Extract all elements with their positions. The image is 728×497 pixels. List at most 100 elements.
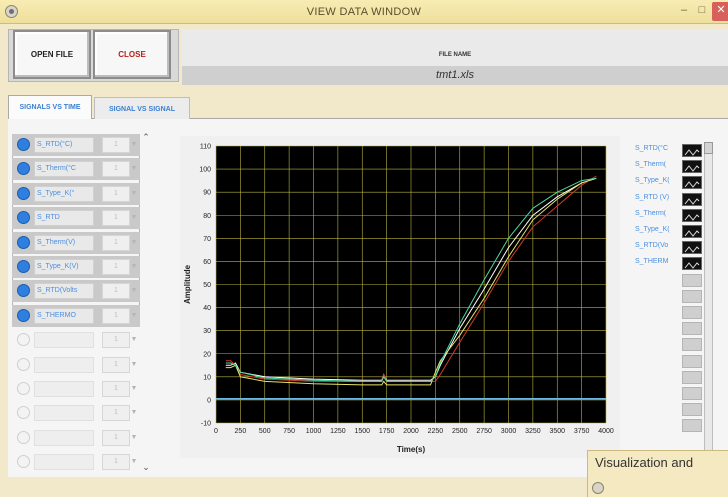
x-tick-label: 750 <box>283 428 295 435</box>
window-close-button[interactable]: ✕ <box>712 2 728 21</box>
signal-name-field[interactable]: S_Therm(°C <box>34 161 94 178</box>
legend-swatch-line <box>684 197 700 205</box>
signal-scale-field[interactable]: 1 <box>102 234 130 251</box>
chevron-down-icon[interactable]: ▼ <box>130 311 138 319</box>
legend-scroll-up-icon[interactable] <box>704 142 713 154</box>
legend-item[interactable] <box>632 321 708 337</box>
legend-label <box>635 275 681 287</box>
maximize-button[interactable]: □ <box>698 4 706 16</box>
chevron-down-icon[interactable]: ▼ <box>130 433 138 441</box>
legend-label: S_Type_K( <box>635 226 670 233</box>
signal-name-field[interactable]: S_Therm(V) <box>34 234 94 251</box>
legend-swatch-line <box>684 262 700 270</box>
signal-scale-field[interactable]: 1 <box>102 137 130 153</box>
signal-toggle[interactable] <box>17 455 30 469</box>
legend-item[interactable] <box>632 418 708 434</box>
legend-item[interactable] <box>632 402 708 418</box>
legend-swatch-line <box>684 149 700 156</box>
y-tick-label: 110 <box>200 144 211 151</box>
legend-item[interactable]: S_THERM <box>632 256 708 272</box>
signal-scale-field[interactable]: 1 <box>102 161 130 178</box>
legend-item[interactable] <box>632 370 708 386</box>
signal-name-field[interactable]: S_Type_K(° <box>34 185 94 202</box>
signal-toggle[interactable] <box>17 260 30 273</box>
series-line <box>225 177 597 386</box>
signal-name-field[interactable]: S_RTD(Volts <box>34 283 94 300</box>
signal-name-field[interactable] <box>34 454 94 471</box>
chevron-down-icon[interactable]: ▼ <box>130 458 138 466</box>
chevron-down-icon[interactable]: ▼ <box>130 189 138 197</box>
y-tick-label: 30 <box>203 328 211 335</box>
legend-swatch-line <box>684 213 700 221</box>
signal-scale-field[interactable]: 1 <box>102 283 130 300</box>
signal-toggle[interactable] <box>17 211 30 225</box>
legend-item[interactable]: S_RTD(Vo <box>632 240 708 256</box>
signal-scale-field[interactable]: 1 <box>102 454 130 471</box>
chevron-down-icon[interactable]: ▼ <box>130 409 138 417</box>
legend-label <box>635 388 681 400</box>
chevron-down-icon[interactable]: ▼ <box>130 238 138 246</box>
chevron-down-icon[interactable]: ▼ <box>130 165 138 173</box>
legend-item[interactable] <box>632 273 708 289</box>
legend-item[interactable]: S_Type_K( <box>632 175 708 191</box>
open-file-button[interactable]: OPEN FILE <box>13 30 91 79</box>
signal-name-field[interactable]: S_RTD(°C) <box>34 137 94 153</box>
tab-signal-vs-signal[interactable]: SIGNAL VS SIGNAL <box>94 97 190 119</box>
signal-toggle[interactable] <box>17 186 30 200</box>
scroll-down-icon[interactable]: ⌄ <box>142 462 150 472</box>
chevron-down-icon[interactable]: ▼ <box>130 263 138 270</box>
signal-scale-field[interactable]: 1 <box>102 405 130 422</box>
signal-name-field[interactable]: S_RTD <box>34 210 94 227</box>
signal-toggle[interactable] <box>17 382 30 395</box>
signal-toggle[interactable] <box>17 235 30 249</box>
chevron-down-icon[interactable]: ▼ <box>130 141 138 148</box>
legend-swatch-icon <box>682 160 702 174</box>
signal-toggle[interactable] <box>17 308 30 322</box>
scroll-up-icon[interactable]: ⌃ <box>142 132 150 142</box>
chevron-down-icon[interactable]: ▼ <box>130 385 138 392</box>
signal-toggle[interactable] <box>17 357 30 371</box>
legend-item[interactable] <box>632 305 708 321</box>
signal-name-field[interactable] <box>34 405 94 422</box>
signal-scale-field[interactable]: 1 <box>102 429 130 446</box>
signal-scale-field[interactable]: 1 <box>102 259 130 275</box>
x-tick-label: 2250 <box>428 428 444 435</box>
signal-name-field[interactable] <box>34 429 94 446</box>
close-button[interactable]: CLOSE <box>93 30 171 79</box>
signal-name-field[interactable] <box>34 381 94 397</box>
legend-item[interactable] <box>632 337 708 353</box>
signal-toggle[interactable] <box>17 333 30 347</box>
signal-toggle[interactable] <box>17 406 30 420</box>
signal-name-field[interactable]: S_Type_K(V) <box>34 259 94 275</box>
signal-toggle[interactable] <box>17 430 30 444</box>
y-tick-label: 80 <box>203 213 211 220</box>
legend-item[interactable] <box>632 354 708 370</box>
legend-item[interactable]: S_Therm( <box>632 208 708 224</box>
signal-toggle[interactable] <box>17 284 30 298</box>
signal-scale-field[interactable]: 1 <box>102 356 130 373</box>
signal-toggle[interactable] <box>17 162 30 176</box>
signal-name-field[interactable] <box>34 356 94 373</box>
legend-item[interactable]: S_RTD (V) <box>632 192 708 208</box>
chevron-down-icon[interactable]: ▼ <box>130 360 138 368</box>
signal-scale-field[interactable]: 1 <box>102 307 130 324</box>
tab-signals-vs-time[interactable]: SIGNALS VS TIME <box>8 95 92 119</box>
legend-label: S_Therm( <box>635 209 667 217</box>
minimize-button[interactable]: – <box>680 4 688 16</box>
legend-item[interactable]: S_Therm( <box>632 159 708 175</box>
signal-scale-field[interactable]: 1 <box>102 381 130 397</box>
legend-item[interactable] <box>632 386 708 402</box>
signal-scale-field[interactable]: 1 <box>102 332 130 349</box>
signal-name-field[interactable]: S_THERMO <box>34 307 94 324</box>
signal-scale-field[interactable]: 1 <box>102 185 130 202</box>
legend-item[interactable]: S_Type_K( <box>632 224 708 240</box>
chevron-down-icon[interactable]: ▼ <box>130 336 138 344</box>
chevron-down-icon[interactable]: ▼ <box>130 214 138 222</box>
legend-item[interactable] <box>632 289 708 305</box>
legend-swatch-icon <box>682 354 702 368</box>
chevron-down-icon[interactable]: ▼ <box>130 287 138 295</box>
legend-item[interactable]: S_RTD(°C <box>632 143 708 159</box>
signal-toggle[interactable] <box>17 138 30 151</box>
signal-name-field[interactable] <box>34 332 94 349</box>
signal-scale-field[interactable]: 1 <box>102 210 130 227</box>
